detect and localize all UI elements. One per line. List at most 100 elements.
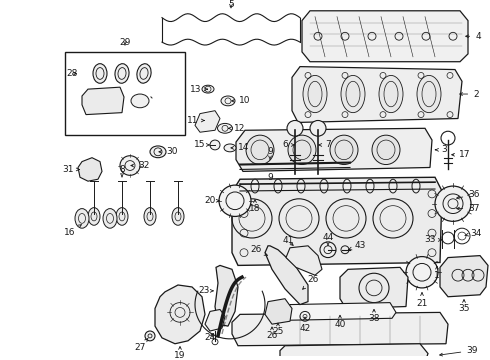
- Polygon shape: [205, 310, 225, 331]
- Text: 38: 38: [368, 310, 380, 323]
- Ellipse shape: [116, 208, 128, 225]
- Text: 42: 42: [299, 317, 311, 333]
- Circle shape: [435, 186, 471, 221]
- Ellipse shape: [246, 135, 274, 165]
- Circle shape: [406, 257, 438, 288]
- Polygon shape: [82, 87, 124, 114]
- Text: 5: 5: [228, 0, 234, 9]
- Ellipse shape: [366, 179, 374, 193]
- Polygon shape: [286, 246, 322, 275]
- Text: 20: 20: [204, 196, 219, 205]
- Ellipse shape: [75, 208, 89, 228]
- Polygon shape: [236, 128, 432, 171]
- Text: 10: 10: [232, 96, 251, 105]
- Ellipse shape: [137, 64, 151, 83]
- Text: 11: 11: [187, 116, 204, 125]
- Text: 24: 24: [204, 333, 216, 342]
- Polygon shape: [292, 67, 462, 122]
- Polygon shape: [302, 11, 468, 62]
- Polygon shape: [265, 246, 308, 305]
- Ellipse shape: [379, 76, 403, 113]
- Ellipse shape: [251, 179, 259, 193]
- Ellipse shape: [412, 179, 420, 193]
- Text: 41: 41: [282, 237, 294, 246]
- Ellipse shape: [103, 208, 117, 228]
- Bar: [65, 52, 185, 135]
- Circle shape: [287, 121, 303, 136]
- Text: 31: 31: [62, 165, 79, 174]
- Ellipse shape: [372, 135, 400, 165]
- Ellipse shape: [343, 179, 351, 193]
- Polygon shape: [155, 285, 205, 344]
- Ellipse shape: [274, 179, 282, 193]
- Text: 28: 28: [66, 69, 78, 78]
- Text: 3: 3: [436, 145, 447, 154]
- Ellipse shape: [330, 135, 358, 165]
- Ellipse shape: [115, 64, 129, 83]
- Text: 9: 9: [267, 147, 273, 159]
- Ellipse shape: [202, 85, 214, 93]
- Polygon shape: [440, 256, 488, 297]
- Ellipse shape: [131, 94, 149, 108]
- Text: 19: 19: [174, 347, 186, 360]
- Text: 7: 7: [319, 140, 331, 149]
- Ellipse shape: [172, 208, 184, 225]
- Polygon shape: [232, 312, 448, 346]
- Text: 32: 32: [131, 161, 149, 170]
- Text: 9: 9: [267, 173, 273, 182]
- Text: 26: 26: [303, 275, 318, 289]
- Ellipse shape: [88, 208, 100, 225]
- Text: 21: 21: [416, 293, 428, 308]
- Polygon shape: [195, 111, 220, 132]
- Ellipse shape: [341, 76, 365, 113]
- Ellipse shape: [320, 179, 328, 193]
- Ellipse shape: [224, 144, 236, 152]
- Ellipse shape: [221, 96, 235, 106]
- Circle shape: [310, 121, 326, 136]
- Text: 44: 44: [322, 234, 334, 246]
- Text: 16: 16: [64, 225, 81, 237]
- Ellipse shape: [93, 64, 107, 83]
- Text: 43: 43: [349, 241, 366, 250]
- Text: 4: 4: [466, 32, 481, 41]
- Text: 17: 17: [452, 150, 471, 159]
- Text: 25: 25: [272, 323, 284, 337]
- Ellipse shape: [303, 76, 327, 113]
- Text: 18: 18: [249, 200, 261, 213]
- Polygon shape: [340, 267, 408, 309]
- Text: 27: 27: [134, 338, 148, 352]
- Text: 30: 30: [159, 147, 178, 156]
- Text: 37: 37: [457, 204, 480, 213]
- Text: 12: 12: [228, 124, 245, 133]
- Ellipse shape: [288, 135, 316, 165]
- Ellipse shape: [218, 123, 232, 133]
- Text: 33: 33: [424, 235, 441, 244]
- Text: 35: 35: [458, 300, 470, 313]
- Text: 1: 1: [434, 266, 440, 280]
- Polygon shape: [78, 158, 102, 181]
- Text: 29: 29: [119, 38, 131, 47]
- Ellipse shape: [150, 146, 166, 158]
- Text: 40: 40: [334, 315, 345, 329]
- Text: 39: 39: [440, 346, 478, 356]
- Text: 8: 8: [119, 165, 125, 177]
- Text: 2: 2: [460, 90, 479, 99]
- Ellipse shape: [417, 76, 441, 113]
- Ellipse shape: [144, 208, 156, 225]
- Polygon shape: [232, 177, 442, 265]
- Text: 15: 15: [194, 140, 209, 149]
- Circle shape: [219, 185, 251, 216]
- Ellipse shape: [297, 179, 305, 193]
- Text: 13: 13: [190, 85, 207, 94]
- Text: 14: 14: [231, 143, 250, 152]
- Circle shape: [120, 156, 140, 175]
- Circle shape: [320, 242, 336, 257]
- Polygon shape: [284, 303, 396, 320]
- Circle shape: [210, 140, 220, 150]
- Polygon shape: [280, 344, 428, 360]
- Polygon shape: [215, 265, 238, 326]
- Text: 36: 36: [457, 190, 480, 199]
- Ellipse shape: [389, 179, 397, 193]
- Text: 26: 26: [250, 245, 267, 255]
- Circle shape: [145, 331, 155, 341]
